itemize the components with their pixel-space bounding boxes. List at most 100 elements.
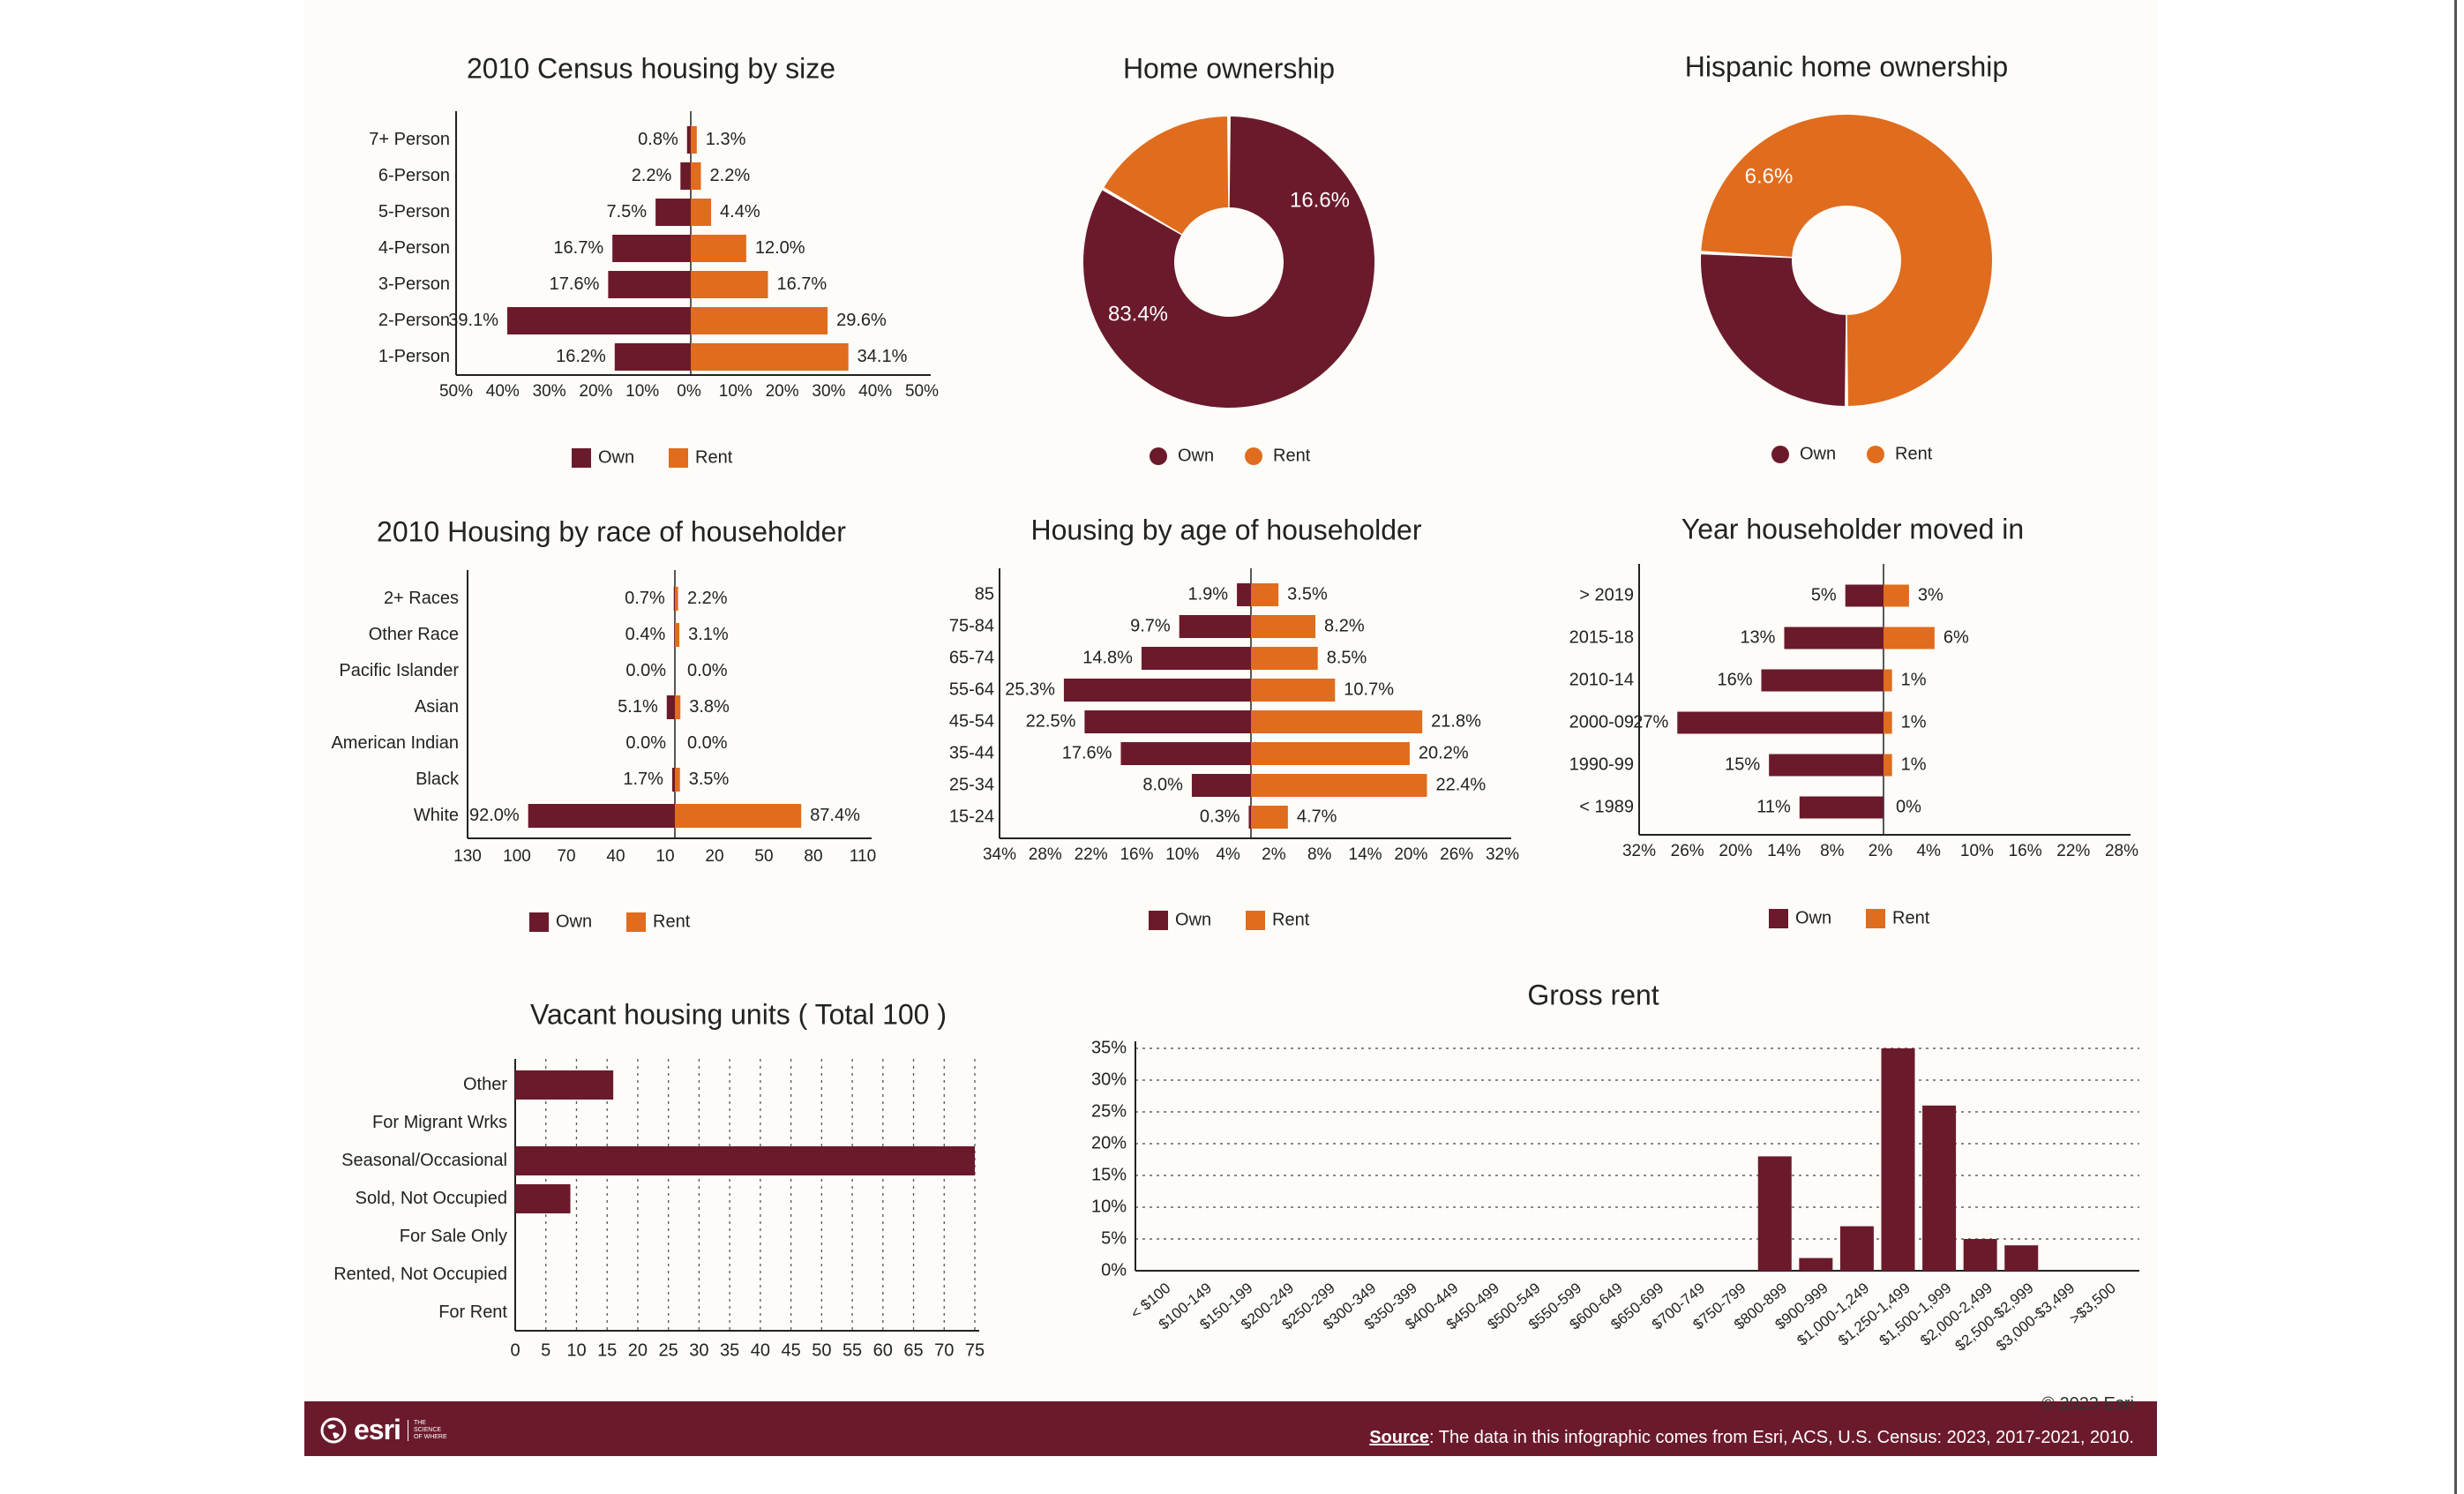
vacant-tick-label: 25 bbox=[659, 1340, 678, 1360]
age-own-bar bbox=[1120, 742, 1251, 765]
moved-in-tick-label: 10% bbox=[1960, 842, 1994, 860]
census-size-tick-label: 40% bbox=[486, 382, 520, 401]
census-size-legend-own-label: Own bbox=[598, 447, 634, 467]
census-size-tick-label: 20% bbox=[579, 382, 612, 401]
gross-rent-tick-label: 5% bbox=[1101, 1228, 1127, 1248]
gross-rent-bar bbox=[2004, 1245, 2039, 1271]
home-ownership-legend-own-label: Own bbox=[1178, 446, 1214, 465]
race-rent-value: 3.1% bbox=[688, 625, 729, 644]
hispanic-ownership-legend-rent-swatch bbox=[1867, 446, 1884, 463]
moved-in-tick-label: 2% bbox=[1869, 842, 1893, 860]
age-category-label: 65-74 bbox=[949, 648, 994, 667]
moved-in-category-label: < 1989 bbox=[1579, 797, 1634, 816]
gross-rent-tick-label: 0% bbox=[1101, 1260, 1127, 1280]
moved-in-tick-label: 20% bbox=[1719, 842, 1752, 860]
age-own-bar bbox=[1141, 647, 1251, 670]
moved-in-rent-value: 1% bbox=[1901, 712, 1927, 732]
race-category-label: Black bbox=[416, 770, 460, 789]
age-rent-value: 22.4% bbox=[1436, 775, 1487, 794]
census-size-own-bar bbox=[612, 235, 691, 262]
moved-in-own-value: 27% bbox=[1633, 712, 1668, 732]
census-size-rent-value: 4.4% bbox=[720, 202, 760, 221]
hispanic-ownership-legend-own-label: Own bbox=[1800, 444, 1836, 463]
census-size-tick-label: 20% bbox=[766, 382, 799, 401]
census-size-tick-label: 0% bbox=[677, 382, 701, 401]
moved-in-tick-label: 14% bbox=[1767, 842, 1801, 860]
age-legend-rent-label: Rent bbox=[1272, 910, 1310, 929]
census-size-own-bar bbox=[614, 343, 691, 371]
home-ownership-legend-own-swatch bbox=[1150, 447, 1167, 465]
age-rent-value: 3.5% bbox=[1287, 584, 1328, 604]
age-tick-label: 26% bbox=[1440, 845, 1473, 864]
moved-in-tick-label: 16% bbox=[2009, 842, 2042, 860]
moved-in-title: Year householder moved in bbox=[1681, 513, 2024, 544]
home-ownership-rent-label: 16.6% bbox=[1290, 188, 1350, 212]
race-tick-label: 70 bbox=[557, 847, 575, 866]
census-size-own-value: 7.5% bbox=[607, 202, 648, 221]
race-legend-rent-swatch bbox=[626, 912, 646, 932]
race-tick-label: 50 bbox=[754, 847, 773, 866]
race-rent-value: 87.4% bbox=[810, 806, 860, 825]
race-category-label: American Indian bbox=[331, 733, 459, 753]
age-tick-label: 16% bbox=[1120, 845, 1153, 864]
census-size-rent-bar bbox=[691, 126, 697, 154]
vacant-category-label: Sold, Not Occupied bbox=[356, 1189, 507, 1208]
copyright: © 2023 Esri bbox=[2041, 1394, 2134, 1415]
race-own-value: 0.0% bbox=[625, 733, 666, 753]
moved-in-tick-label: 8% bbox=[1820, 842, 1845, 860]
age-rent-bar bbox=[1251, 742, 1410, 765]
moved-in-own-bar bbox=[1761, 669, 1884, 692]
age-category-label: 15-24 bbox=[949, 807, 994, 826]
age-rent-bar bbox=[1251, 647, 1318, 670]
gross-rent-tick-label: 25% bbox=[1091, 1101, 1127, 1121]
moved-in-own-bar bbox=[1799, 796, 1884, 819]
census-size-category-label: 6-Person bbox=[378, 166, 450, 185]
age-tick-label: 4% bbox=[1216, 845, 1240, 864]
census-size-rent-value: 29.6% bbox=[836, 311, 887, 330]
vacant-tick-label: 35 bbox=[720, 1340, 739, 1360]
race-category-label: Asian bbox=[415, 697, 459, 717]
race-category-label: White bbox=[414, 806, 459, 825]
moved-in-own-value: 15% bbox=[1725, 755, 1760, 774]
census-size-own-value: 0.8% bbox=[638, 130, 678, 149]
moved-in-rent-bar bbox=[1884, 669, 1892, 692]
gross-rent-bar bbox=[1881, 1048, 1915, 1271]
age-own-bar bbox=[1237, 583, 1251, 606]
census-size-rent-value: 16.7% bbox=[777, 274, 828, 294]
source-note: Source: The data in this infographic com… bbox=[1369, 1428, 2134, 1448]
census-size-category-label: 3-Person bbox=[378, 274, 450, 294]
census-size-rent-value: 1.3% bbox=[706, 130, 746, 149]
age-own-value: 17.6% bbox=[1062, 743, 1112, 762]
census-size-legend-rent-swatch bbox=[669, 448, 688, 468]
source-label[interactable]: Source bbox=[1369, 1428, 1430, 1447]
moved-in-legend-rent-label: Rent bbox=[1892, 908, 1930, 927]
moved-in-category-label: > 2019 bbox=[1579, 585, 1634, 604]
gross-rent-bar bbox=[1799, 1258, 1833, 1271]
hispanic-ownership-legend-own-swatch bbox=[1771, 446, 1789, 463]
moved-in-own-value: 16% bbox=[1717, 670, 1752, 689]
census-size-title: 2010 Census housing by size bbox=[467, 52, 835, 84]
age-category-label: 35-44 bbox=[949, 743, 994, 762]
moved-in-rent-value: 1% bbox=[1901, 670, 1927, 689]
moved-in-own-bar bbox=[1769, 754, 1884, 777]
moved-in-rent-bar bbox=[1884, 627, 1935, 649]
census-size-own-bar bbox=[506, 307, 691, 334]
gross-rent-tick-label: 15% bbox=[1091, 1165, 1127, 1184]
race-own-bar bbox=[666, 695, 675, 719]
esri-logo[interactable]: esri THE SCIENCE OF WHERE bbox=[320, 1414, 449, 1446]
gross-rent-tick-label: 35% bbox=[1091, 1038, 1127, 1057]
age-rent-value: 8.2% bbox=[1324, 616, 1365, 635]
race-legend-own-label: Own bbox=[556, 912, 592, 931]
moved-in-tick-label: 28% bbox=[2105, 842, 2138, 860]
vacant-tick-label: 20 bbox=[628, 1340, 648, 1360]
census-size-tick-label: 50% bbox=[439, 382, 473, 401]
census-size-rent-bar bbox=[691, 307, 828, 334]
race-rent-value: 3.8% bbox=[689, 697, 730, 717]
census-size-tick-label: 10% bbox=[719, 382, 753, 401]
moved-in-own-value: 11% bbox=[1756, 797, 1791, 816]
census-size-rent-bar bbox=[691, 343, 849, 371]
census-size-own-value: 16.7% bbox=[553, 238, 603, 258]
vacant-tick-label: 30 bbox=[689, 1340, 708, 1360]
moved-in-legend-own-swatch bbox=[1769, 909, 1788, 928]
age-rent-bar bbox=[1251, 679, 1336, 702]
